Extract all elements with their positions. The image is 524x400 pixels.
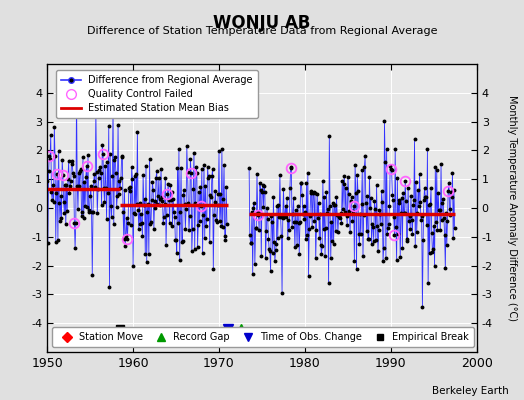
Text: Difference of Station Temperature Data from Regional Average: Difference of Station Temperature Data f…: [87, 26, 437, 36]
Y-axis label: Monthly Temperature Anomaly Difference (°C): Monthly Temperature Anomaly Difference (…: [507, 95, 517, 321]
Text: Berkeley Earth: Berkeley Earth: [432, 386, 508, 396]
Legend: Station Move, Record Gap, Time of Obs. Change, Empirical Break: Station Move, Record Gap, Time of Obs. C…: [52, 328, 474, 347]
Text: WONJU AB: WONJU AB: [213, 14, 311, 32]
